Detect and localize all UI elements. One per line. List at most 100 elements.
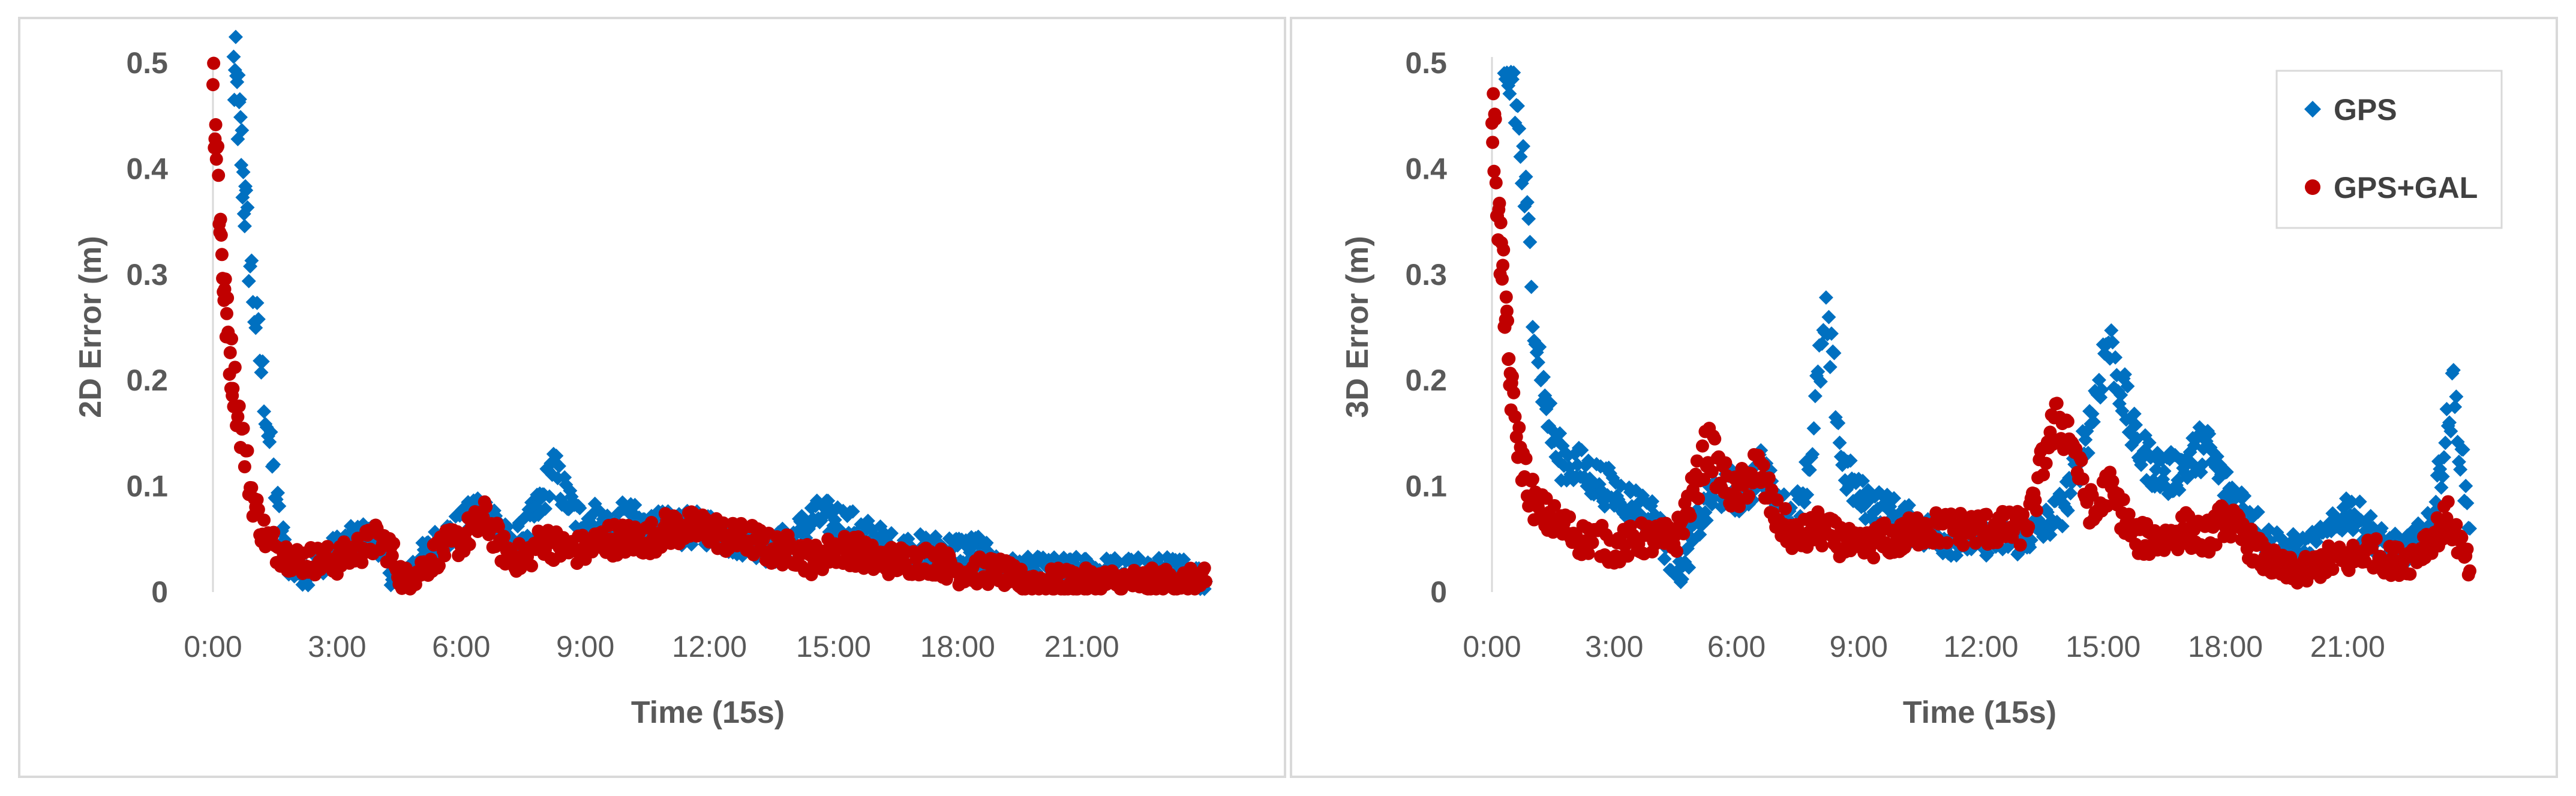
data-point bbox=[1821, 310, 1836, 325]
data-point bbox=[2237, 488, 2252, 503]
data-point bbox=[2171, 543, 2185, 557]
data-point bbox=[1563, 510, 1577, 524]
data-point bbox=[2219, 464, 2234, 479]
data-point bbox=[206, 78, 220, 92]
data-point bbox=[2060, 503, 2075, 518]
x-tick-labels-3d: 0:00 3:00 6:00 9:00 12:00 15:00 18:00 21:00 bbox=[1463, 630, 2385, 663]
data-point bbox=[1657, 551, 1672, 566]
data-point bbox=[2446, 363, 2461, 378]
data-point bbox=[463, 537, 476, 551]
data-point bbox=[2076, 472, 2089, 486]
data-point bbox=[2449, 518, 2463, 531]
data-point bbox=[1511, 98, 1526, 113]
data-point bbox=[1521, 211, 1536, 226]
data-point bbox=[2434, 480, 2449, 495]
y-tick-label: 0.1 bbox=[126, 470, 168, 503]
data-point bbox=[1757, 458, 1770, 472]
x-tick-label: 12:00 bbox=[672, 630, 747, 663]
data-point bbox=[524, 559, 538, 573]
data-point bbox=[2050, 397, 2064, 410]
y-tick-label: 0 bbox=[1430, 575, 1447, 609]
data-point bbox=[1553, 426, 1568, 441]
data-point bbox=[1813, 374, 1828, 389]
data-point bbox=[1516, 139, 1531, 154]
data-point bbox=[2094, 382, 2109, 397]
legend-gpsgal-label: GPS+GAL bbox=[2334, 171, 2478, 205]
data-point bbox=[1525, 320, 1540, 335]
data-point bbox=[628, 497, 643, 512]
data-point bbox=[1940, 536, 1954, 549]
data-point bbox=[1524, 280, 1539, 295]
data-point bbox=[226, 49, 241, 64]
y-tick-label: 0.3 bbox=[1405, 258, 1447, 292]
data-point bbox=[2061, 414, 2074, 428]
data-point bbox=[251, 312, 266, 327]
data-point bbox=[572, 501, 587, 516]
data-point bbox=[233, 110, 248, 125]
x-tick-label: 0:00 bbox=[1463, 630, 1521, 663]
data-point bbox=[1526, 472, 1539, 486]
data-point bbox=[1488, 112, 1502, 126]
data-point bbox=[1843, 453, 1858, 468]
x-tick-label: 9:00 bbox=[556, 630, 614, 663]
data-point bbox=[237, 219, 252, 234]
data-point bbox=[214, 212, 227, 226]
y-axis-title-3d: 3D Error (m) bbox=[1340, 236, 1375, 417]
data-point bbox=[644, 516, 658, 530]
data-point bbox=[221, 291, 235, 305]
data-point bbox=[884, 526, 899, 541]
data-point bbox=[979, 535, 994, 550]
chart-panel-3d: 0 0.1 0.2 0.3 0.4 0.5 0:00 3:00 6:00 9:00 12:00 15… bbox=[1290, 17, 2558, 778]
data-point bbox=[1487, 87, 1500, 101]
data-point bbox=[2202, 426, 2217, 441]
y-tick-label: 0.2 bbox=[126, 364, 168, 397]
data-point bbox=[1512, 420, 1526, 434]
data-point bbox=[231, 68, 246, 83]
data-point bbox=[2055, 519, 2070, 534]
x-tick-label: 18:00 bbox=[2188, 630, 2263, 663]
data-point bbox=[1199, 575, 1212, 588]
data-point bbox=[2108, 350, 2123, 365]
data-point bbox=[232, 92, 247, 107]
data-point bbox=[238, 460, 251, 474]
data-point bbox=[1805, 447, 1820, 462]
x-tick-label: 18:00 bbox=[920, 630, 995, 663]
data-point bbox=[1487, 164, 1501, 178]
data-point bbox=[1519, 452, 1533, 465]
data-point bbox=[2403, 567, 2417, 581]
data-point bbox=[1806, 421, 1821, 436]
data-point bbox=[549, 448, 564, 463]
x-tick-label: 9:00 bbox=[1830, 630, 1888, 663]
data-point bbox=[1815, 336, 1830, 351]
data-point bbox=[2455, 442, 2470, 457]
data-point bbox=[2460, 542, 2474, 556]
data-point bbox=[2460, 495, 2475, 510]
data-point bbox=[2441, 495, 2455, 509]
data-point bbox=[542, 489, 557, 504]
data-point bbox=[1823, 359, 1838, 374]
x-tick-label: 6:00 bbox=[1707, 630, 1766, 663]
data-point bbox=[236, 422, 250, 435]
data-point bbox=[2463, 521, 2477, 536]
data-point bbox=[479, 500, 493, 513]
data-point bbox=[209, 152, 223, 166]
data-point bbox=[1493, 196, 1506, 210]
data-point bbox=[1495, 272, 1509, 286]
data-point bbox=[1770, 493, 1784, 507]
data-point bbox=[2352, 494, 2367, 509]
data-point bbox=[1574, 443, 1589, 458]
data-point bbox=[1499, 290, 1513, 304]
data-point bbox=[1827, 346, 1842, 361]
data-point bbox=[1586, 536, 1599, 549]
data-point bbox=[1742, 489, 1755, 503]
data-point bbox=[491, 519, 505, 533]
y-tick-label: 0.5 bbox=[1405, 46, 1447, 80]
data-point bbox=[1800, 487, 1815, 502]
data-point bbox=[1708, 432, 1722, 446]
data-point bbox=[1824, 326, 1839, 341]
data-point bbox=[2022, 520, 2035, 534]
data-point bbox=[1497, 243, 1511, 257]
data-point bbox=[1645, 494, 1660, 509]
data-point bbox=[2127, 406, 2142, 421]
data-point bbox=[2113, 388, 2128, 402]
